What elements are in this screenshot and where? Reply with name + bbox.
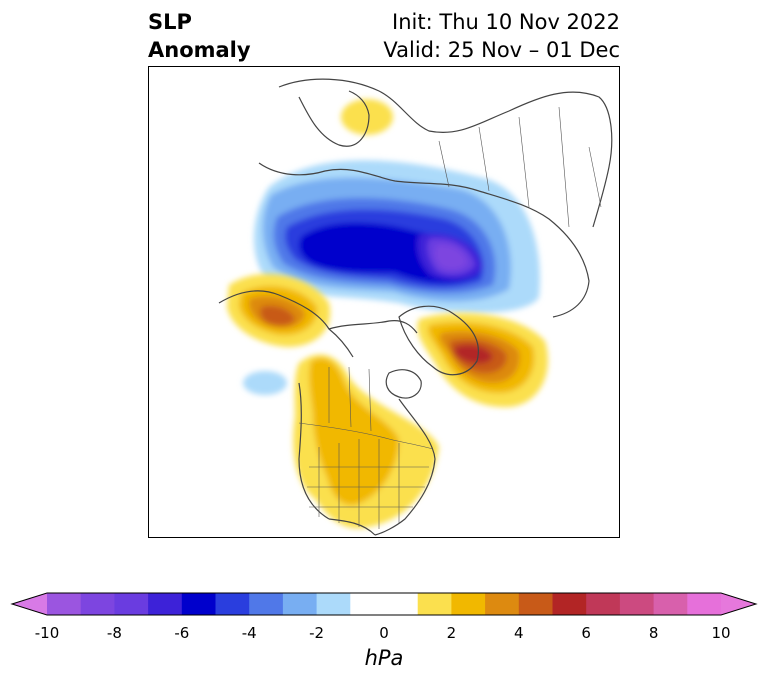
colorbar-extend-low [12,593,47,615]
map-panel [148,66,620,538]
us-east-coast [374,398,436,536]
europe-high-anomaly [341,99,393,135]
title-line-2: Anomaly [148,38,251,62]
gulf-coast [328,518,376,536]
colorbar-bin-0 [47,593,82,615]
title-line-1: SLP [148,10,192,34]
coastlines [218,78,613,536]
siberia-coast [258,162,590,318]
greenland-coast [398,305,479,376]
colorbar-bin-9 [350,593,419,615]
us-west-coast [298,382,330,520]
contour-pos-greenland-5 [454,344,493,364]
init-date: Init: Thu 10 Nov 2022 [392,10,620,34]
arctic-low-anomaly [254,160,540,313]
colorbar-bin-5 [215,593,250,615]
canada-arctic-coast [328,320,418,334]
colorbar-tick-10: 10 [711,624,731,642]
colorbar-tick-0: -10 [34,624,60,642]
hudson-bay-coast [385,369,422,399]
colorbar-bin-10 [417,593,452,615]
colorbar-bin-17 [653,593,688,615]
colorbar-tick-6: 2 [446,624,457,642]
valid-range: Valid: 25 Nov – 01 Dec [383,38,620,62]
colorbar-bin-4 [181,593,216,615]
colorbar-outline [10,592,758,616]
us-state-lines-1 [318,439,400,529]
contour-neg-pacific [243,371,287,395]
colorbar-bin-3 [148,593,183,615]
colorbar-bin-15 [586,593,621,615]
us-canada-border [298,422,434,450]
colorbar-unit: hPa [364,646,404,670]
colorbar-tick-7: 4 [514,624,524,642]
scandinavia-coast [298,90,370,147]
colorbar-bin-8 [316,593,351,615]
pacific-low-anomaly [243,371,287,395]
colorbar-tick-8: 6 [581,624,591,642]
colorbar-bins [47,593,722,615]
colorbar-tick-2: -6 [174,624,190,642]
colorbar-extend-high [721,593,756,615]
us-state-lines-2 [307,466,429,508]
political-borders [298,106,602,529]
colorbar-tick-1: -8 [106,624,122,642]
forecast-dates: Init: Thu 10 Nov 2022 Valid: 25 Nov – 01… [383,8,620,64]
contour-pos-europe [341,99,393,135]
colorbar-bin-18 [687,593,722,615]
slp-anomaly-map [218,78,613,536]
colorbar-bin-16 [619,593,655,615]
colorbar-bin-13 [518,593,553,615]
colorbar-bin-12 [485,593,520,615]
alaska-coast [218,290,354,358]
colorbar-tick-9: 8 [648,624,659,642]
alaska-high-anomaly [227,273,331,347]
colorbar-bin-1 [80,593,115,615]
eurasia-borders [438,106,602,228]
colorbar-bin-14 [552,593,587,615]
map-title: SLP Anomaly [148,8,251,64]
us-high-anomaly [293,354,439,529]
greenland-high-anomaly [417,313,548,408]
colorbar-bin-7 [282,593,318,615]
colorbar-bin-6 [249,593,284,615]
colorbar [10,592,758,616]
colorbar-bin-2 [114,593,149,615]
colorbar-tick-3: -4 [241,624,257,642]
contour-neg-8 [434,244,467,270]
colorbar-bin-11 [451,593,486,615]
colorbar-tick-5: 0 [379,624,389,642]
colorbar-tick-4: -2 [309,624,325,642]
canada-provinces [328,366,372,432]
contour-pos-alaska-4 [260,305,295,326]
eurasia-coast [278,78,613,228]
